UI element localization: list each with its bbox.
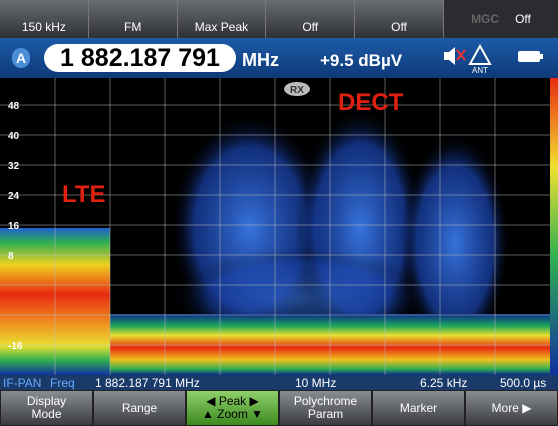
status-bar: IF-PAN Freq 1 882.187 791 MHz 10 MHz 6.2… <box>0 375 558 390</box>
softkey[interactable]: ◀ Peak ▶▲ Zoom ▼ <box>187 391 278 425</box>
y-label: 32 <box>8 161 20 172</box>
softkey-label: More ▶ <box>492 402 532 415</box>
y-label: 24 <box>8 191 20 202</box>
softkey-label: Range <box>122 402 157 415</box>
setting[interactable]: Max Peak <box>178 0 267 38</box>
y-label: 8 <box>8 251 14 262</box>
center: 1 882.187 791 MHz <box>95 376 200 390</box>
mgc-value: Off <box>515 12 531 26</box>
y-label: -16 <box>8 341 23 352</box>
level: +9.5 dBµV <box>320 51 402 71</box>
screen: 150 kHz FM Max Peak Off Off MGC Off A 1 8… <box>0 0 558 426</box>
resolution: 6.25 kHz <box>420 376 467 390</box>
setting[interactable]: Off <box>266 0 355 38</box>
y-label: 16 <box>8 221 20 232</box>
frequency[interactable]: 1 882.187 791 <box>44 44 236 72</box>
lte-label: LTE <box>62 181 106 208</box>
softkey[interactable]: Range <box>94 391 185 425</box>
unit: MHz <box>242 50 279 71</box>
spectrum: RX DECT LTE 48 40 32 24 16 8 -16 <box>0 78 558 375</box>
antenna: ANT <box>472 66 488 75</box>
softkey[interactable]: More ▶ <box>466 391 557 425</box>
mgc[interactable]: MGC Off <box>444 0 558 38</box>
dect-label: DECT <box>338 89 404 116</box>
setting[interactable]: Off <box>355 0 444 38</box>
softkey[interactable]: Marker <box>373 391 464 425</box>
time: 500.0 µs <box>500 376 546 390</box>
y-label: 48 <box>8 101 20 112</box>
setting[interactable]: FM <box>89 0 178 38</box>
channel: A <box>12 48 30 68</box>
top-bar: 150 kHz FM Max Peak Off Off MGC Off <box>0 0 558 38</box>
y-label: 40 <box>8 131 20 142</box>
mgc-label: MGC <box>471 12 499 26</box>
span: 10 MHz <box>295 376 336 390</box>
setting[interactable]: 150 kHz <box>0 0 89 38</box>
softkey-label: Param <box>308 408 343 421</box>
mode: IF-PAN <box>3 376 41 390</box>
softkey-label: ▲ Zoom ▼ <box>202 408 263 421</box>
icons: ANT <box>440 42 550 76</box>
rx-badge: RX <box>290 85 304 96</box>
frequency-bar: A 1 882.187 791 MHz +9.5 dBµV ANT <box>0 38 558 78</box>
softkey-label: Mode <box>31 408 61 421</box>
param: Freq <box>50 376 75 390</box>
softkey-label: Marker <box>400 402 437 415</box>
